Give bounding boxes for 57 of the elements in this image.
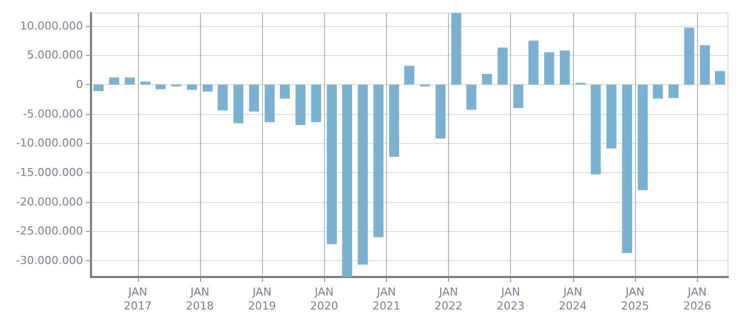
bar: [218, 84, 228, 110]
bar: [700, 45, 710, 85]
bar: [482, 74, 492, 85]
bar: [140, 82, 150, 85]
x-tick-label: JAN 2019: [248, 286, 276, 312]
bar: [156, 84, 166, 90]
bar: [622, 84, 632, 253]
bar: [466, 84, 476, 110]
x-tick-label: JAN 2023: [496, 286, 525, 312]
bar: [233, 84, 244, 124]
bar: [638, 84, 648, 190]
bar: [715, 71, 725, 85]
bar: [544, 52, 554, 85]
bar: [606, 84, 616, 149]
y-tick-label: -15.000.000: [16, 166, 83, 180]
bar: [311, 84, 322, 122]
bar: [528, 40, 538, 85]
bar: [264, 84, 275, 122]
bar: [389, 84, 400, 157]
bar: [202, 84, 213, 92]
bar: [280, 84, 290, 99]
x-tick-label: JAN 2026: [683, 286, 712, 312]
x-tick-label: JAN 2022: [434, 286, 463, 312]
bar: [93, 84, 104, 92]
y-tick-label: -25.000.000: [16, 224, 83, 238]
bar: [436, 84, 446, 139]
bar: [684, 28, 694, 85]
bar: [109, 78, 120, 85]
bar: [295, 84, 306, 126]
bar: [451, 13, 462, 85]
y-tick-label: 0: [76, 78, 83, 92]
x-tick-label: JAN 2021: [372, 286, 400, 312]
y-tick-label: -20.000.000: [16, 195, 83, 208]
x-tick-label: JAN 2018: [186, 286, 214, 312]
bar: [498, 48, 508, 85]
bar: [358, 84, 368, 265]
y-tick-label: -10.000.000: [16, 136, 83, 150]
bar: [342, 84, 352, 277]
x-tick-label: JAN 2017: [124, 286, 152, 312]
bar: [590, 84, 601, 174]
bar: [513, 84, 524, 108]
bar: [186, 84, 197, 90]
x-tick-label: JAN 2020: [310, 286, 338, 312]
y-tick-label: -30.000.000: [16, 254, 83, 268]
bar: [668, 84, 679, 98]
bar: [326, 84, 337, 244]
y-tick-label: 10.000.000: [20, 19, 83, 32]
bar: [404, 66, 414, 85]
bar: [560, 50, 570, 85]
y-tick-label: -5.000.000: [23, 107, 83, 120]
bar: [249, 84, 260, 112]
bar: [124, 78, 135, 85]
x-tick-label: JAN 2024: [558, 286, 587, 312]
y-tick-label: 5.000.000: [27, 48, 83, 62]
bar: [652, 84, 663, 99]
bar: [373, 84, 384, 238]
x-tick-label: JAN 2025: [621, 286, 650, 312]
